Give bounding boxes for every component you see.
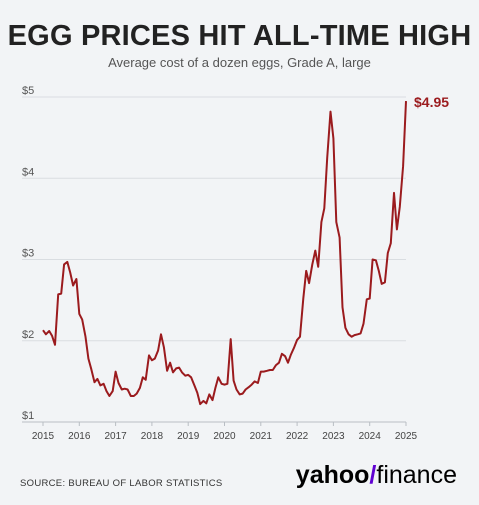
y-tick-label: $1 (22, 410, 34, 422)
y-tick-label: $2 (22, 329, 34, 341)
x-tick-label: 2022 (286, 431, 309, 442)
y-tick-label: $4 (22, 166, 34, 178)
end-value-label: $4.95 (414, 94, 449, 110)
x-tick-label: 2024 (359, 431, 382, 442)
chart-title: EGG PRICES HIT ALL-TIME HIGH (7, 20, 472, 52)
x-tick-label: 2017 (104, 431, 127, 442)
x-tick-label: 2023 (322, 431, 345, 442)
yahoo-finance-logo: yahoo/finance (296, 461, 457, 490)
brand-slash: / (369, 461, 377, 489)
x-tick-label: 2025 (395, 431, 418, 442)
y-tick-label: $5 (22, 85, 34, 97)
x-tick-label: 2018 (141, 431, 164, 442)
x-tick-label: 2019 (177, 431, 200, 442)
x-tick-label: 2021 (250, 431, 273, 442)
x-tick-label: 2015 (32, 431, 55, 442)
brand-finance: finance (376, 461, 457, 489)
x-tick-label: 2020 (213, 431, 236, 442)
y-tick-label: $3 (22, 248, 34, 260)
chart-subtitle: Average cost of a dozen eggs, Grade A, l… (108, 55, 371, 70)
series-line (42, 101, 407, 406)
source-note: SOURCE: BUREAU OF LABOR STATISTICS (20, 478, 223, 489)
x-tick-label: 2016 (68, 431, 91, 442)
brand-yahoo: yahoo (295, 461, 370, 489)
